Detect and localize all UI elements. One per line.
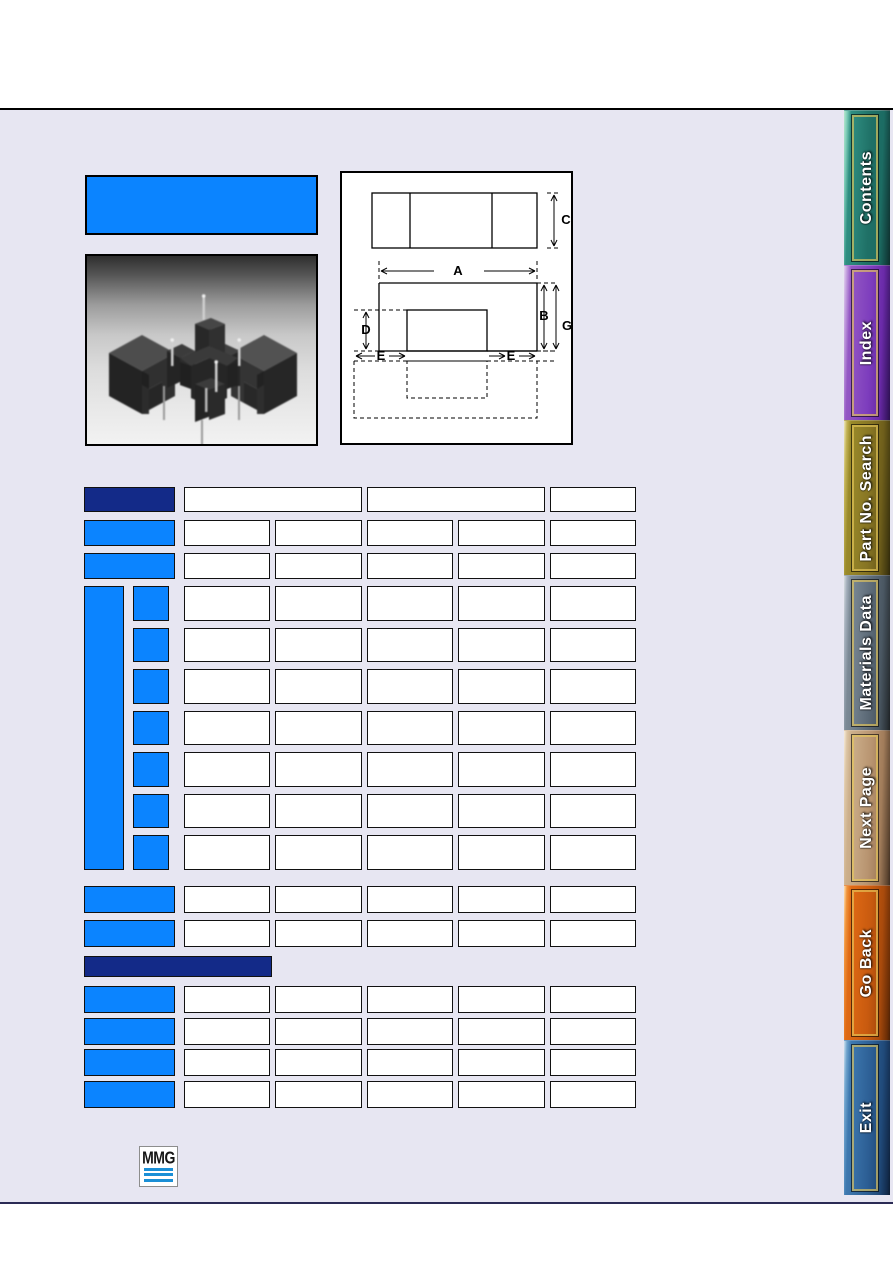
svg-text:G: G <box>562 318 572 333</box>
svg-text:A: A <box>453 263 463 278</box>
svg-text:C: C <box>561 212 571 227</box>
svg-text:B: B <box>539 308 548 323</box>
svg-text:D: D <box>361 322 370 337</box>
svg-text:E: E <box>507 348 516 363</box>
svg-text:E: E <box>377 348 386 363</box>
